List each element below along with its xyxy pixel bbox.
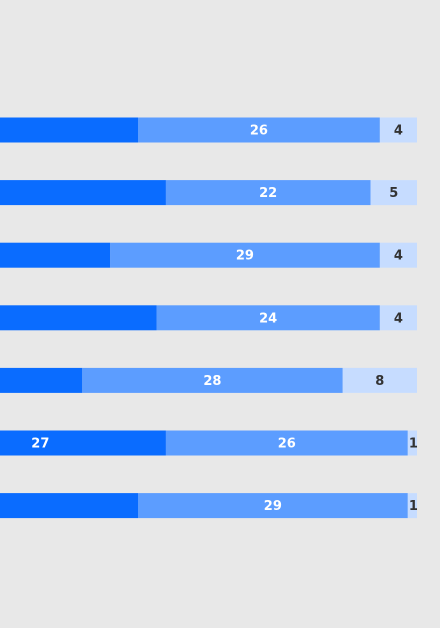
data-label: 22 xyxy=(259,186,277,201)
bar-segment xyxy=(0,180,166,206)
bar-segment xyxy=(0,493,138,519)
bar-segment xyxy=(156,305,380,331)
data-label: 29 xyxy=(264,499,282,514)
bar-segment xyxy=(82,367,343,393)
bar-segment xyxy=(0,242,111,268)
bar-segment xyxy=(0,117,138,143)
data-label: 1 xyxy=(409,499,418,514)
bar-segment xyxy=(407,493,417,519)
data-label: 28 xyxy=(203,374,221,389)
bar-segment xyxy=(138,117,380,143)
bar-segment xyxy=(165,180,371,206)
bar-segment xyxy=(370,180,417,206)
bar-segment xyxy=(110,242,380,268)
bar-segment xyxy=(0,430,166,456)
data-label: 26 xyxy=(250,124,268,139)
bar-segment xyxy=(379,117,417,143)
bar-segment xyxy=(0,367,83,393)
data-label: 27 xyxy=(31,437,49,452)
bar-segment xyxy=(407,430,417,456)
bar-segment xyxy=(138,493,408,519)
bar-segment xyxy=(165,430,408,456)
data-label: 5 xyxy=(389,186,398,201)
data-label: 29 xyxy=(236,249,254,264)
bar-segment xyxy=(379,305,417,331)
data-label: 4 xyxy=(394,311,403,326)
data-label: 4 xyxy=(394,249,403,264)
bar-segment xyxy=(0,305,157,331)
bar-segment xyxy=(342,367,417,393)
data-label: 24 xyxy=(259,311,277,326)
data-label: 4 xyxy=(394,124,403,139)
data-label: 26 xyxy=(278,437,296,452)
data-label: 1 xyxy=(409,437,418,452)
bar-segment xyxy=(379,242,417,268)
data-label: 8 xyxy=(375,374,384,389)
